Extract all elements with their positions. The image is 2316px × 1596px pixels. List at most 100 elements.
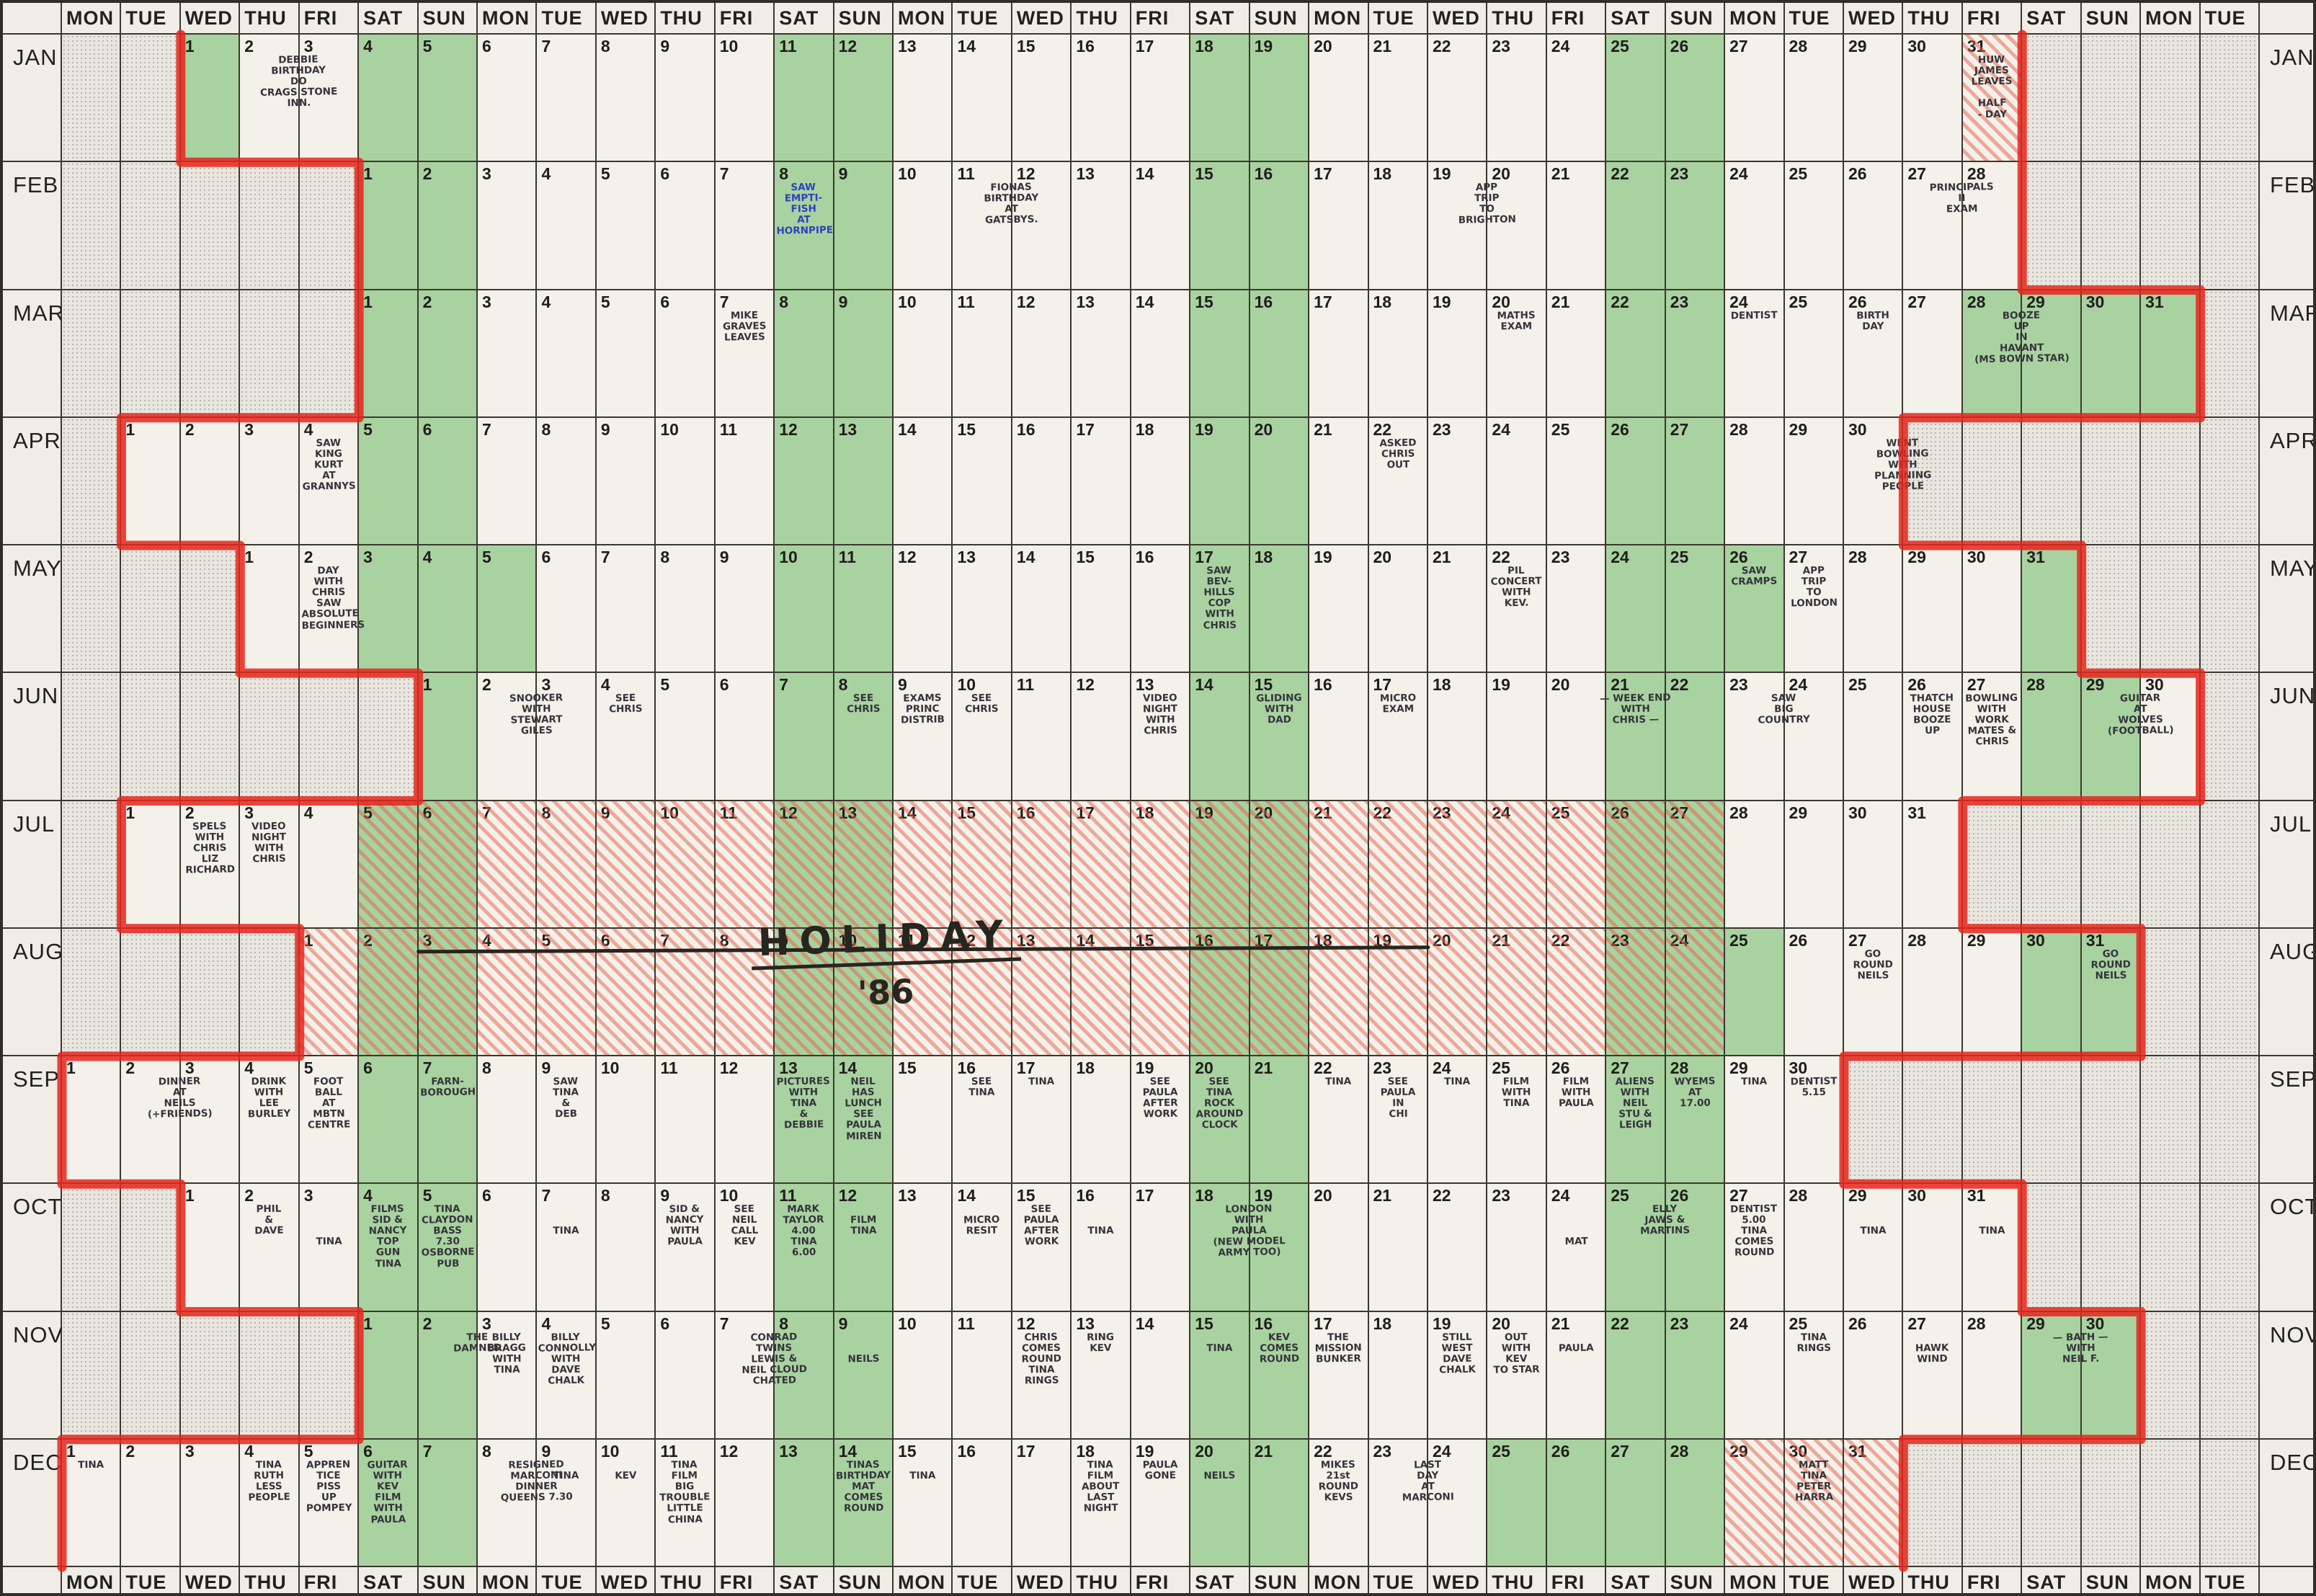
day-number: 5: [600, 292, 610, 311]
out-of-month-cell: [62, 1311, 122, 1440]
day-number: 1: [363, 292, 373, 311]
day-cell-nov-16: 16: [1250, 1311, 1310, 1440]
day-cell-nov-24: 24: [1725, 1311, 1785, 1440]
weekday-header-top: FRI: [1962, 3, 2023, 35]
day-number: 23: [1670, 292, 1689, 311]
day-number: 19: [1254, 37, 1273, 55]
day-cell-nov-15: 15: [1190, 1311, 1250, 1440]
day-number: 14: [1195, 675, 1213, 695]
day-number: 27: [1670, 419, 1689, 439]
day-number: 5: [422, 1186, 432, 1205]
day-cell-jul-23: 23: [1428, 801, 1488, 929]
day-number: 1: [303, 930, 313, 950]
day-cell-feb-1: 1: [359, 162, 419, 290]
weekday-header-bottom: WED: [1428, 1567, 1488, 1593]
day-number: 12: [1016, 292, 1035, 311]
day-number: 11: [957, 164, 975, 184]
day-cell-sep-15: 15: [894, 1056, 953, 1185]
day-cell-jun-24: 24: [1784, 673, 1844, 801]
day-cell-aug-7: 7: [656, 928, 716, 1056]
day-number: 29: [1789, 419, 1808, 439]
day-number: 1: [125, 419, 135, 439]
day-number: 24: [1551, 1186, 1570, 1205]
day-number: 9: [719, 548, 729, 566]
day-cell-jul-11: 11: [715, 801, 775, 929]
day-cell-aug-21: 21: [1487, 928, 1547, 1056]
day-cell-aug-27: 27: [1843, 928, 1904, 1056]
weekday-header-bottom: SAT: [1606, 1567, 1666, 1593]
day-cell-sep-17: 17: [1012, 1056, 1072, 1185]
day-number: 28: [1967, 292, 1986, 311]
day-number: 15: [1254, 675, 1273, 695]
day-number: 22: [1314, 1441, 1332, 1461]
day-number: 4: [541, 292, 551, 311]
day-number: 22: [1492, 548, 1510, 566]
weekday-header-top: MON: [1309, 3, 1369, 35]
day-cell-jul-25: 25: [1546, 801, 1607, 929]
corner-top-left: [3, 3, 62, 35]
day-number: 17: [1076, 419, 1095, 439]
weekday-header-top: SUN: [1665, 3, 1726, 35]
out-of-month-cell: [240, 162, 300, 290]
day-cell-jul-6: 6: [418, 801, 478, 929]
day-cell-jan-6: 6: [478, 35, 538, 163]
day-cell-may-24: 24: [1606, 545, 1666, 674]
day-number: 13: [1076, 1314, 1095, 1333]
day-cell-may-7: 7: [596, 545, 656, 674]
day-cell-oct-17: 17: [1131, 1184, 1191, 1312]
day-number: 24: [1551, 37, 1570, 55]
day-number: 7: [719, 164, 729, 184]
day-cell-jan-1: 1: [180, 35, 241, 163]
weekday-header-bottom: THU: [1487, 1567, 1547, 1593]
day-number: 14: [1135, 164, 1154, 184]
day-number: 29: [2026, 1314, 2045, 1333]
day-cell-jul-15: 15: [953, 801, 1012, 929]
day-cell-aug-17: 17: [1250, 928, 1310, 1056]
day-cell-oct-24: 24: [1546, 1184, 1607, 1312]
weekday-header-bottom: SUN: [1665, 1567, 1726, 1593]
out-of-month-cell: [2141, 1056, 2201, 1185]
day-number: 5: [600, 164, 610, 184]
day-cell-may-15: 15: [1072, 545, 1131, 674]
day-number: 8: [482, 1441, 491, 1461]
day-cell-nov-26: 26: [1843, 1311, 1904, 1440]
day-number: 29: [2026, 292, 2045, 311]
day-number: 28: [1967, 1314, 1986, 1333]
day-cell-may-19: 19: [1309, 545, 1369, 674]
day-cell-feb-20: 20: [1487, 162, 1547, 290]
day-number: 2: [303, 548, 313, 566]
out-of-month-cell: [2022, 162, 2082, 290]
month-label-left-nov: NOV: [3, 1311, 63, 1440]
day-cell-sep-22: 22: [1309, 1056, 1369, 1185]
day-number: 24: [1432, 1058, 1451, 1077]
day-number: 10: [898, 292, 917, 311]
day-cell-dec-12: 12: [715, 1439, 775, 1567]
day-cell-aug-23: 23: [1606, 928, 1666, 1056]
day-number: 2: [422, 292, 432, 311]
day-cell-jun-3: 3: [537, 673, 597, 801]
day-cell-feb-24: 24: [1725, 162, 1785, 290]
day-number: 10: [838, 930, 858, 950]
day-cell-nov-27: 27: [1903, 1311, 1963, 1440]
day-number: 29: [1729, 1441, 1748, 1461]
weekday-header-top: THU: [656, 3, 716, 35]
day-cell-jul-30: 30: [1843, 801, 1904, 929]
day-number: 25: [1789, 164, 1808, 184]
day-cell-mar-25: 25: [1784, 290, 1844, 418]
day-cell-oct-12: 12: [834, 1184, 894, 1312]
day-cell-jan-23: 23: [1487, 35, 1547, 163]
day-number: 13: [1076, 292, 1095, 311]
day-number: 10: [719, 37, 739, 55]
day-number: 22: [1373, 803, 1392, 822]
day-cell-mar-2: 2: [418, 290, 478, 418]
day-number: 6: [541, 548, 551, 566]
day-number: 19: [1432, 1314, 1451, 1333]
day-cell-nov-11: 11: [953, 1311, 1012, 1440]
day-number: 29: [1848, 37, 1867, 55]
weekday-header-top: FRI: [1131, 3, 1191, 35]
day-cell-mar-26: 26: [1843, 290, 1904, 418]
day-number: 6: [363, 1058, 373, 1077]
day-cell-jul-12: 12: [775, 801, 834, 929]
day-number: 28: [1907, 930, 1926, 950]
day-number: 17: [1016, 1058, 1035, 1077]
